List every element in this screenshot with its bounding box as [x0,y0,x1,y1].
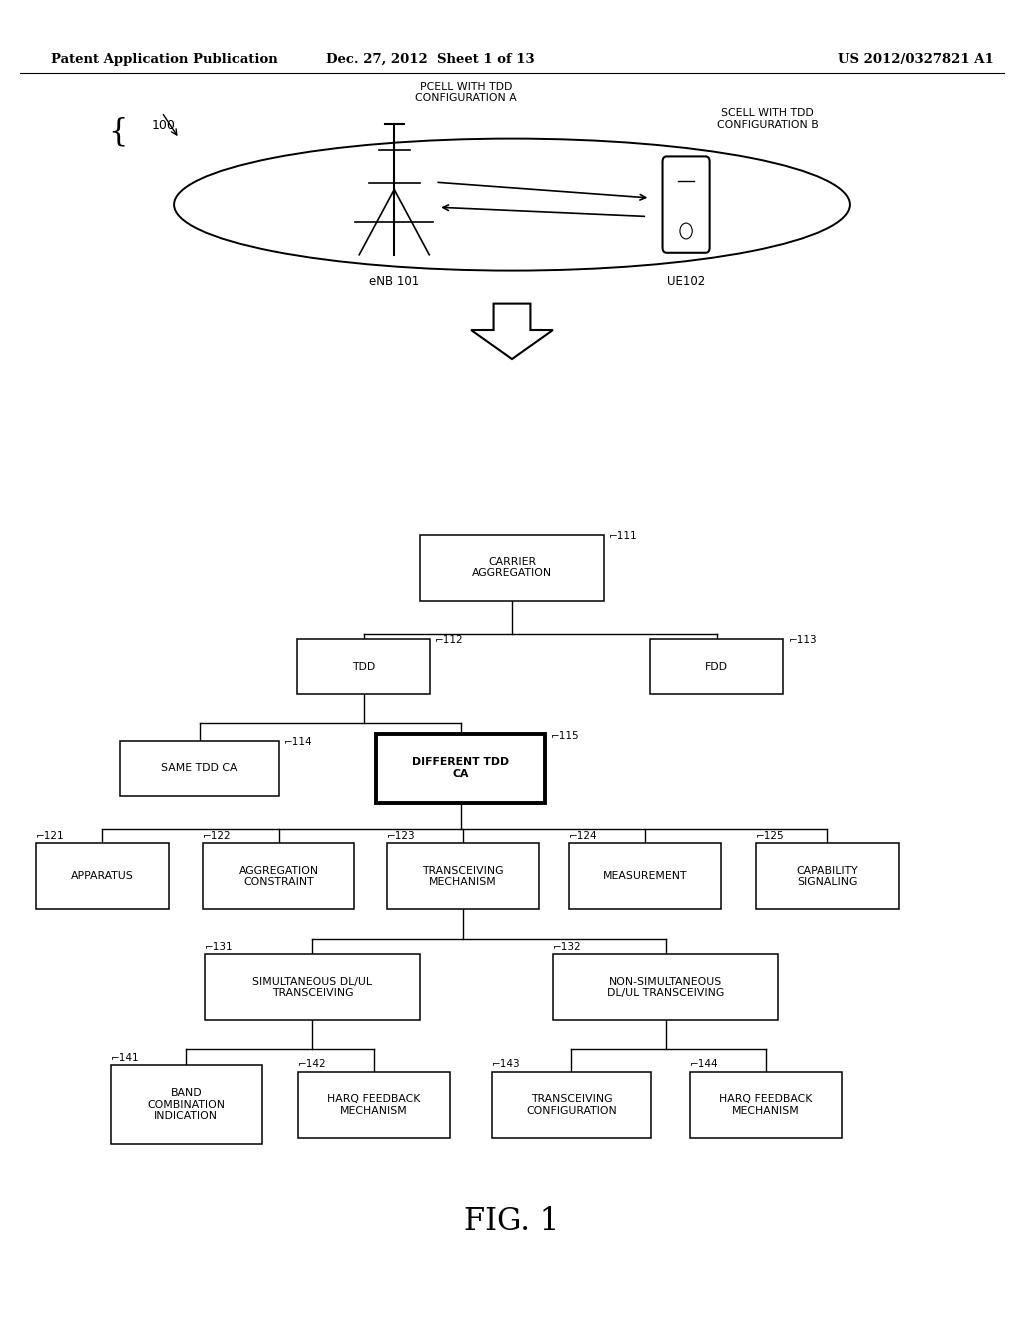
Text: Patent Application Publication: Patent Application Publication [51,53,278,66]
Text: FDD: FDD [706,661,728,672]
Text: SIMULTANEOUS DL/UL
TRANSCEIVING: SIMULTANEOUS DL/UL TRANSCEIVING [252,977,373,998]
Text: SAME TDD CA: SAME TDD CA [162,763,238,774]
Text: APPARATUS: APPARATUS [71,871,134,882]
Text: ⌐112: ⌐112 [435,635,464,645]
Text: ⌐122: ⌐122 [203,830,231,841]
Bar [553,954,778,1020]
Bar [650,639,783,694]
Text: CAPABILITY
SIGNALING: CAPABILITY SIGNALING [797,866,858,887]
Text: 100: 100 [152,119,175,132]
Bar [377,734,545,803]
Text: ⌐143: ⌐143 [493,1059,520,1069]
Text: ⌐111: ⌐111 [609,531,638,541]
Text: {: { [109,116,127,148]
Text: ⌐114: ⌐114 [285,737,312,747]
Text: TRANSCEIVING
CONFIGURATION: TRANSCEIVING CONFIGURATION [526,1094,616,1115]
Bar [387,843,539,909]
Text: CARRIER
AGGREGATION: CARRIER AGGREGATION [472,557,552,578]
Text: TDD: TDD [352,661,375,672]
Bar [298,1072,450,1138]
Text: ⌐124: ⌐124 [569,830,598,841]
Text: ⌐132: ⌐132 [553,941,582,952]
Bar [756,843,899,909]
Text: HARQ FEEDBACK
MECHANISM: HARQ FEEDBACK MECHANISM [327,1094,421,1115]
Text: BAND
COMBINATION
INDICATION: BAND COMBINATION INDICATION [147,1088,225,1122]
Text: AGGREGATION
CONSTRAINT: AGGREGATION CONSTRAINT [239,866,318,887]
Text: NON-SIMULTANEOUS
DL/UL TRANSCEIVING: NON-SIMULTANEOUS DL/UL TRANSCEIVING [607,977,724,998]
Text: US 2012/0327821 A1: US 2012/0327821 A1 [838,53,993,66]
Text: ⌐125: ⌐125 [756,830,784,841]
Circle shape [680,223,692,239]
Text: UE102: UE102 [667,275,706,288]
Bar [203,843,354,909]
Text: TRANSCEIVING
MECHANISM: TRANSCEIVING MECHANISM [422,866,504,887]
Text: Dec. 27, 2012  Sheet 1 of 13: Dec. 27, 2012 Sheet 1 of 13 [326,53,535,66]
Text: SCELL WITH TDD
CONFIGURATION B: SCELL WITH TDD CONFIGURATION B [717,108,818,129]
Text: ⌐141: ⌐141 [111,1052,139,1063]
Polygon shape [471,304,553,359]
Text: ⌐142: ⌐142 [298,1059,327,1069]
Text: PCELL WITH TDD
CONFIGURATION A: PCELL WITH TDD CONFIGURATION A [415,82,517,103]
Text: MEASUREMENT: MEASUREMENT [603,871,687,882]
Text: ⌐144: ⌐144 [690,1059,719,1069]
Bar [111,1065,262,1144]
Text: ⌐131: ⌐131 [205,941,233,952]
Bar [121,741,279,796]
Text: ⌐115: ⌐115 [551,730,579,741]
Text: eNB 101: eNB 101 [369,275,420,288]
Bar [420,535,604,601]
Bar [690,1072,842,1138]
Bar [569,843,721,909]
Text: ⌐121: ⌐121 [36,830,65,841]
FancyBboxPatch shape [663,157,710,253]
Bar [297,639,430,694]
Text: ⌐123: ⌐123 [387,830,416,841]
Text: DIFFERENT TDD
CA: DIFFERENT TDD CA [413,758,509,779]
Text: FIG. 1: FIG. 1 [464,1205,560,1237]
Bar [205,954,420,1020]
Bar [36,843,169,909]
Text: ⌐113: ⌐113 [788,635,817,645]
Text: HARQ FEEDBACK
MECHANISM: HARQ FEEDBACK MECHANISM [719,1094,813,1115]
Bar [493,1072,651,1138]
